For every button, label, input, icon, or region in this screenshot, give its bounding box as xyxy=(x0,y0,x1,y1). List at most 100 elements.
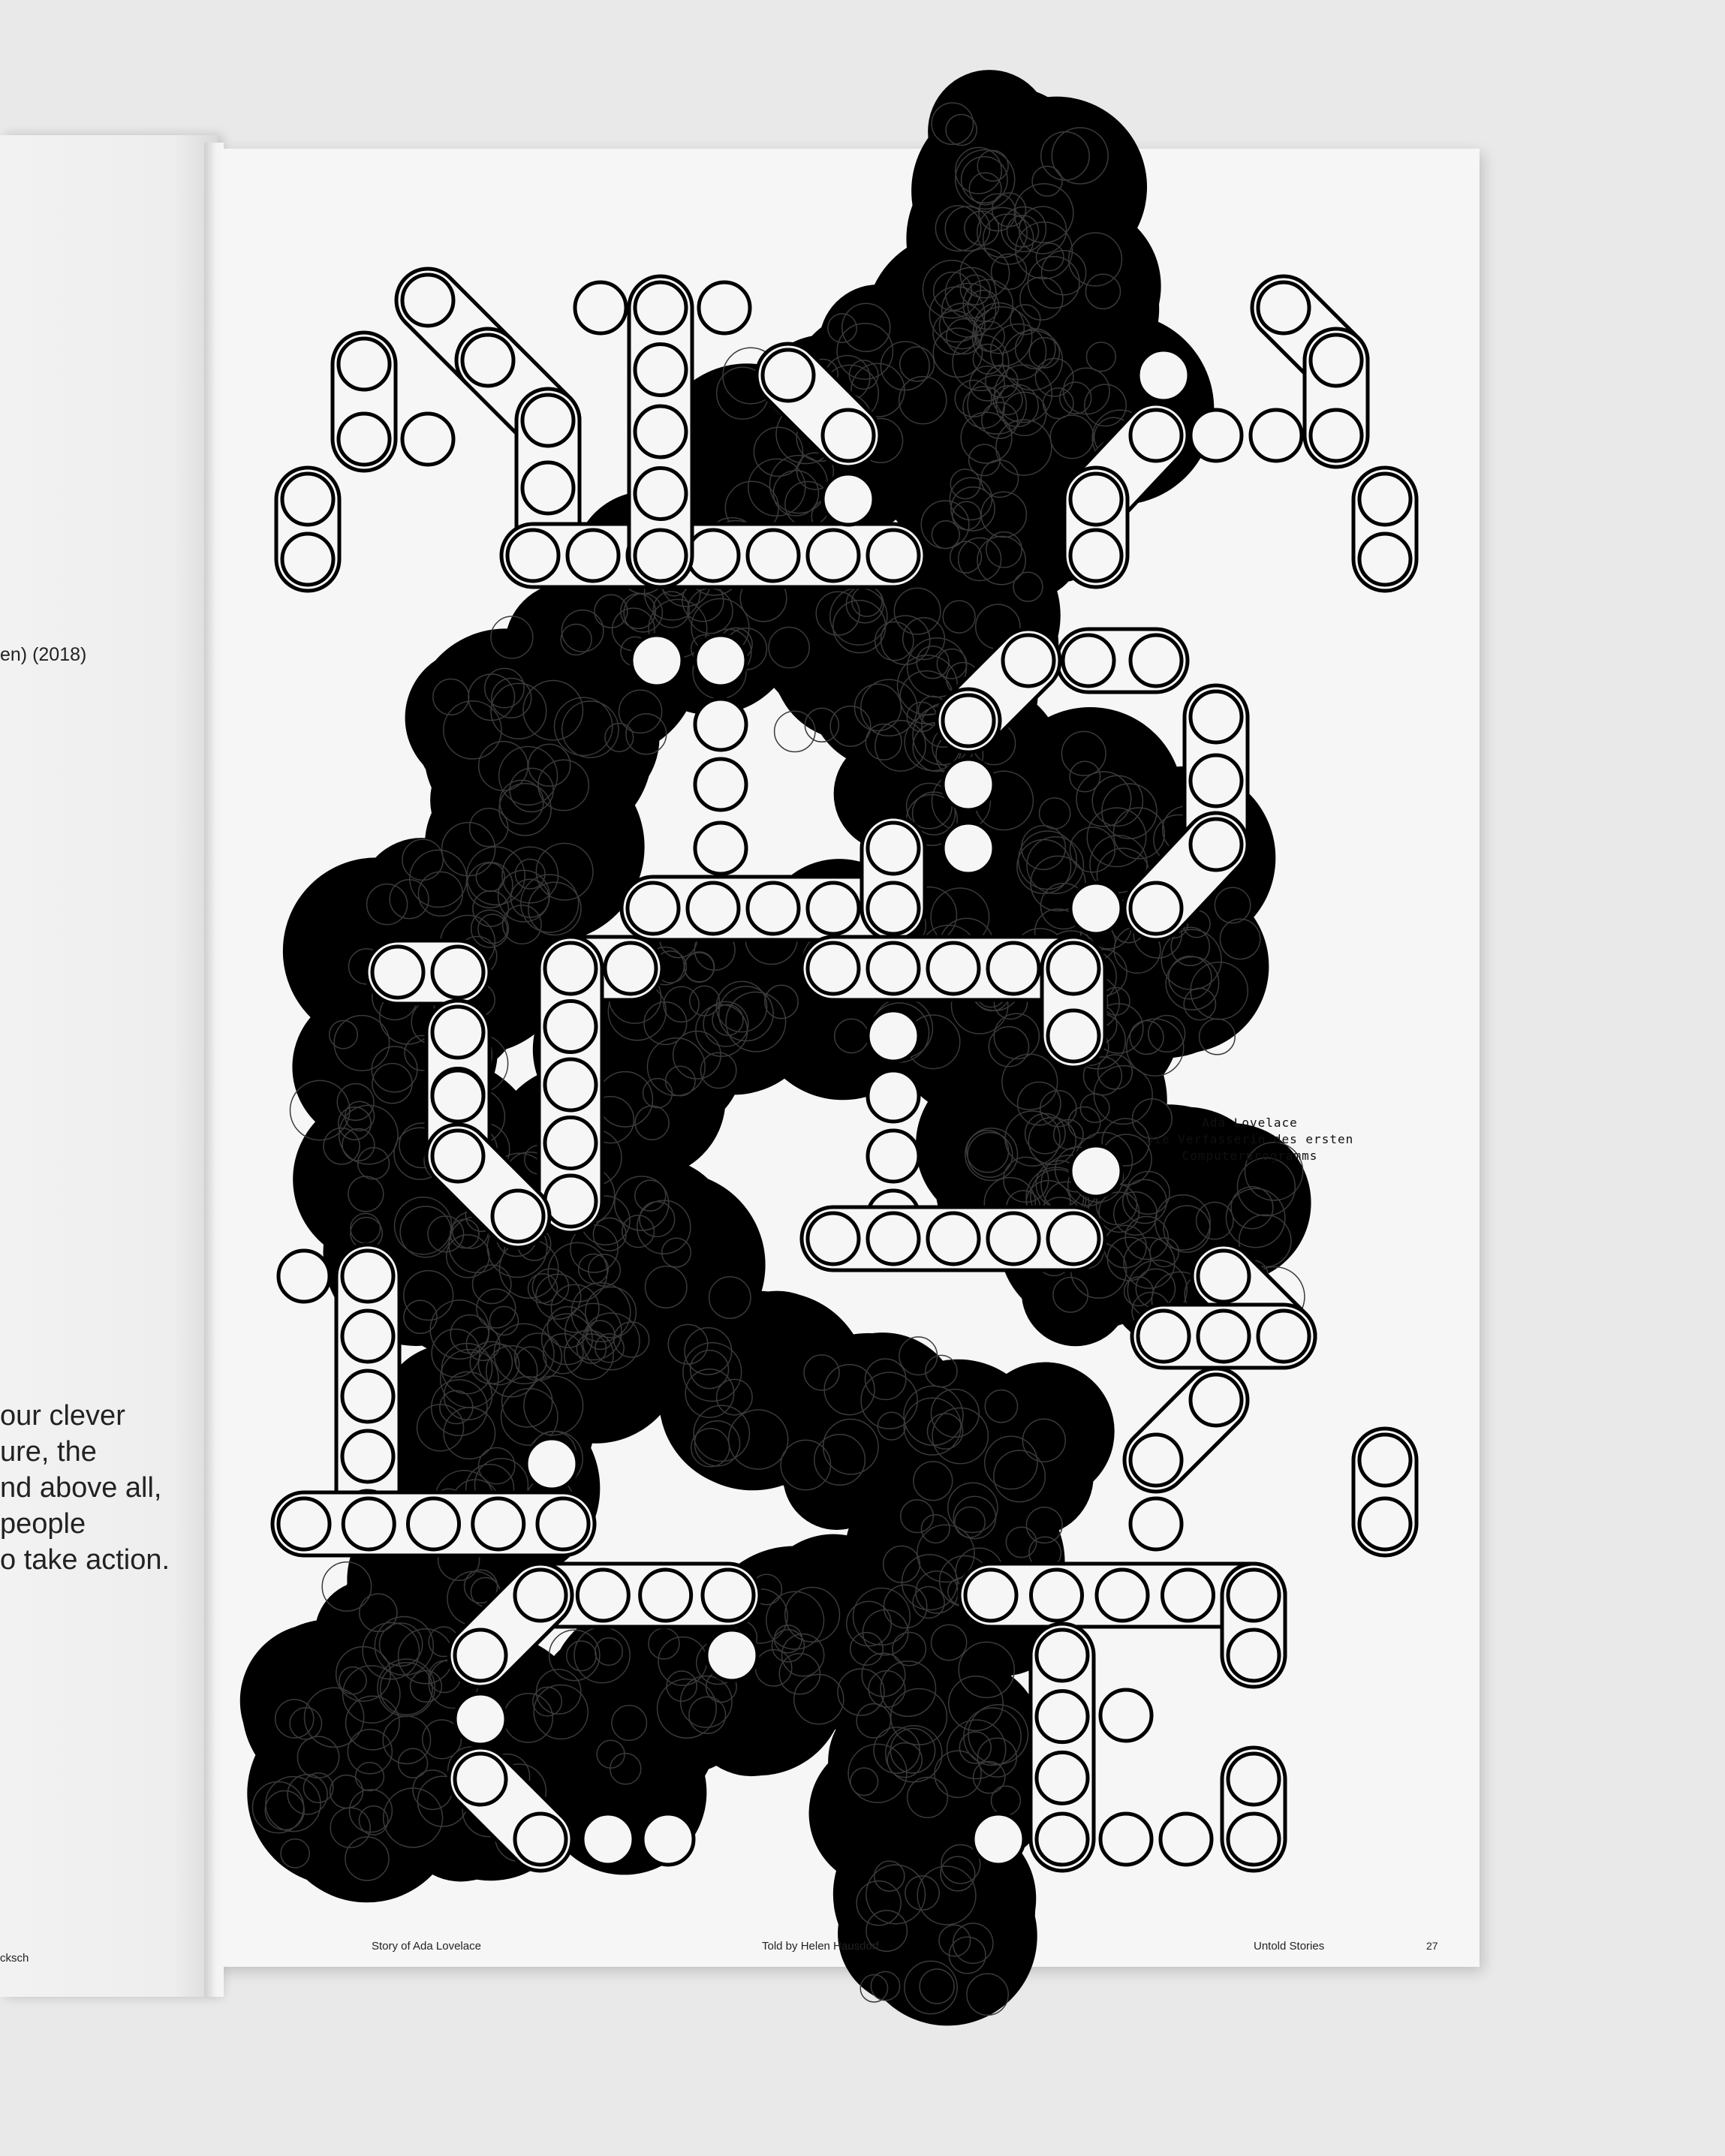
scribble-ring xyxy=(892,1631,927,1667)
letter-dot xyxy=(986,941,1041,996)
letter-dot xyxy=(453,1751,508,1807)
scribble-ring xyxy=(977,206,1028,258)
scribble-ring xyxy=(781,1633,825,1677)
scribble-ring xyxy=(1067,232,1123,287)
scribble-ring xyxy=(553,697,613,757)
scribble-ring xyxy=(949,541,983,574)
scribble-ring xyxy=(700,1052,737,1089)
letter-dot xyxy=(640,1811,696,1867)
scribble-ring xyxy=(604,722,634,752)
letter-dot xyxy=(535,1496,591,1552)
scribble-ring xyxy=(1058,381,1092,414)
letter-dot xyxy=(520,393,576,448)
scribble-ring xyxy=(667,1323,709,1365)
scribble-ring xyxy=(463,1569,498,1604)
scribble-ring xyxy=(689,1350,730,1390)
scribble-ring xyxy=(715,980,768,1033)
scribble-ring xyxy=(265,1775,321,1832)
scribble-ring xyxy=(771,1629,805,1663)
scribble-ring xyxy=(416,1404,465,1452)
scribble-ring xyxy=(972,1760,1006,1794)
letter-dot xyxy=(336,336,392,392)
scribble-ring xyxy=(941,1844,981,1884)
scribble-ring xyxy=(522,679,584,741)
scribble-ring xyxy=(1244,1141,1304,1201)
scribble-ring xyxy=(477,914,508,944)
letter-dot xyxy=(575,1567,631,1623)
scribble-ring xyxy=(753,426,804,477)
scribble-ring xyxy=(836,322,894,380)
letter-dot xyxy=(629,633,685,688)
scribble-ring xyxy=(445,1234,490,1278)
letter-dot xyxy=(1158,1811,1214,1867)
scribble-ring xyxy=(403,1269,454,1321)
scribble-ring xyxy=(960,156,1008,204)
scribble-ring xyxy=(952,334,1010,392)
scribble-ring xyxy=(934,1750,982,1799)
letter-dot xyxy=(625,881,681,936)
letter-dot xyxy=(805,881,861,936)
scribble-ring xyxy=(1034,357,1074,397)
scribble-ring xyxy=(1017,830,1077,890)
letter-dot xyxy=(430,1004,486,1060)
letter-dot xyxy=(505,528,561,583)
scribble-ring xyxy=(509,767,554,813)
scribble-ring xyxy=(666,1670,697,1702)
scribble-ring xyxy=(966,1973,1009,2016)
scribble-ring xyxy=(993,1013,1040,1060)
letter-dot xyxy=(1001,633,1056,688)
letter-dot xyxy=(866,1068,921,1124)
scribble-ring xyxy=(900,1499,935,1534)
scribble-ring xyxy=(1035,242,1064,272)
scribble-ring xyxy=(827,313,857,344)
scribble-ring xyxy=(865,723,902,760)
scribble-ring xyxy=(561,700,619,758)
letter-dot xyxy=(1128,633,1184,688)
scribble-ring xyxy=(321,1561,372,1612)
caption-subtitle: Die Verfasserin des ersten xyxy=(1145,1132,1354,1146)
letter-dot xyxy=(341,1496,396,1552)
scribble-ring xyxy=(337,1106,372,1140)
scribble-ring xyxy=(533,1684,589,1740)
scribble-ring xyxy=(1161,929,1222,991)
letter-dot xyxy=(805,528,861,583)
letter-dot xyxy=(941,757,996,812)
scribble-ring xyxy=(684,1326,733,1375)
scribble-ring xyxy=(274,1699,315,1739)
letter-dot xyxy=(745,528,801,583)
scribble-ring xyxy=(439,1348,499,1408)
scribble-ring xyxy=(585,1286,637,1338)
scribble-ring xyxy=(498,745,558,806)
letter-dot xyxy=(971,1811,1026,1867)
scribble-ring xyxy=(873,1727,920,1774)
letter-dot xyxy=(1196,1248,1251,1304)
quote-line: people xyxy=(0,1508,86,1540)
scribble-ring xyxy=(535,1669,582,1715)
letter-dot xyxy=(276,1248,332,1304)
scribble-ring xyxy=(644,1265,688,1308)
scribble-ring xyxy=(393,1196,453,1255)
letter-dot xyxy=(524,1436,580,1492)
scribble-ring xyxy=(1026,836,1085,895)
scribble-ring xyxy=(1131,1098,1173,1140)
scribble-ring xyxy=(708,1275,751,1319)
scribble-ring xyxy=(932,271,973,312)
scribble-ring xyxy=(1124,1215,1170,1260)
scribble-ring xyxy=(849,1631,884,1666)
scribble-ring xyxy=(877,1411,906,1441)
scribble-ring xyxy=(663,986,700,1023)
scribble-ring xyxy=(345,1836,390,1881)
scribble-ring xyxy=(477,1343,520,1386)
scribble-ring xyxy=(491,677,532,718)
letter-dot xyxy=(1034,1628,1090,1683)
letter-dot xyxy=(866,821,921,876)
scribble-ring xyxy=(528,881,582,936)
scribble-ring xyxy=(429,1299,490,1360)
scribble-ring xyxy=(1101,783,1158,839)
scribble-mass xyxy=(430,739,552,861)
scribble-ring xyxy=(682,1341,742,1402)
letter-dot xyxy=(1046,1211,1101,1266)
scribble-ring xyxy=(347,1729,393,1775)
scribble-ring xyxy=(432,678,470,715)
scribble-ring xyxy=(944,206,991,252)
